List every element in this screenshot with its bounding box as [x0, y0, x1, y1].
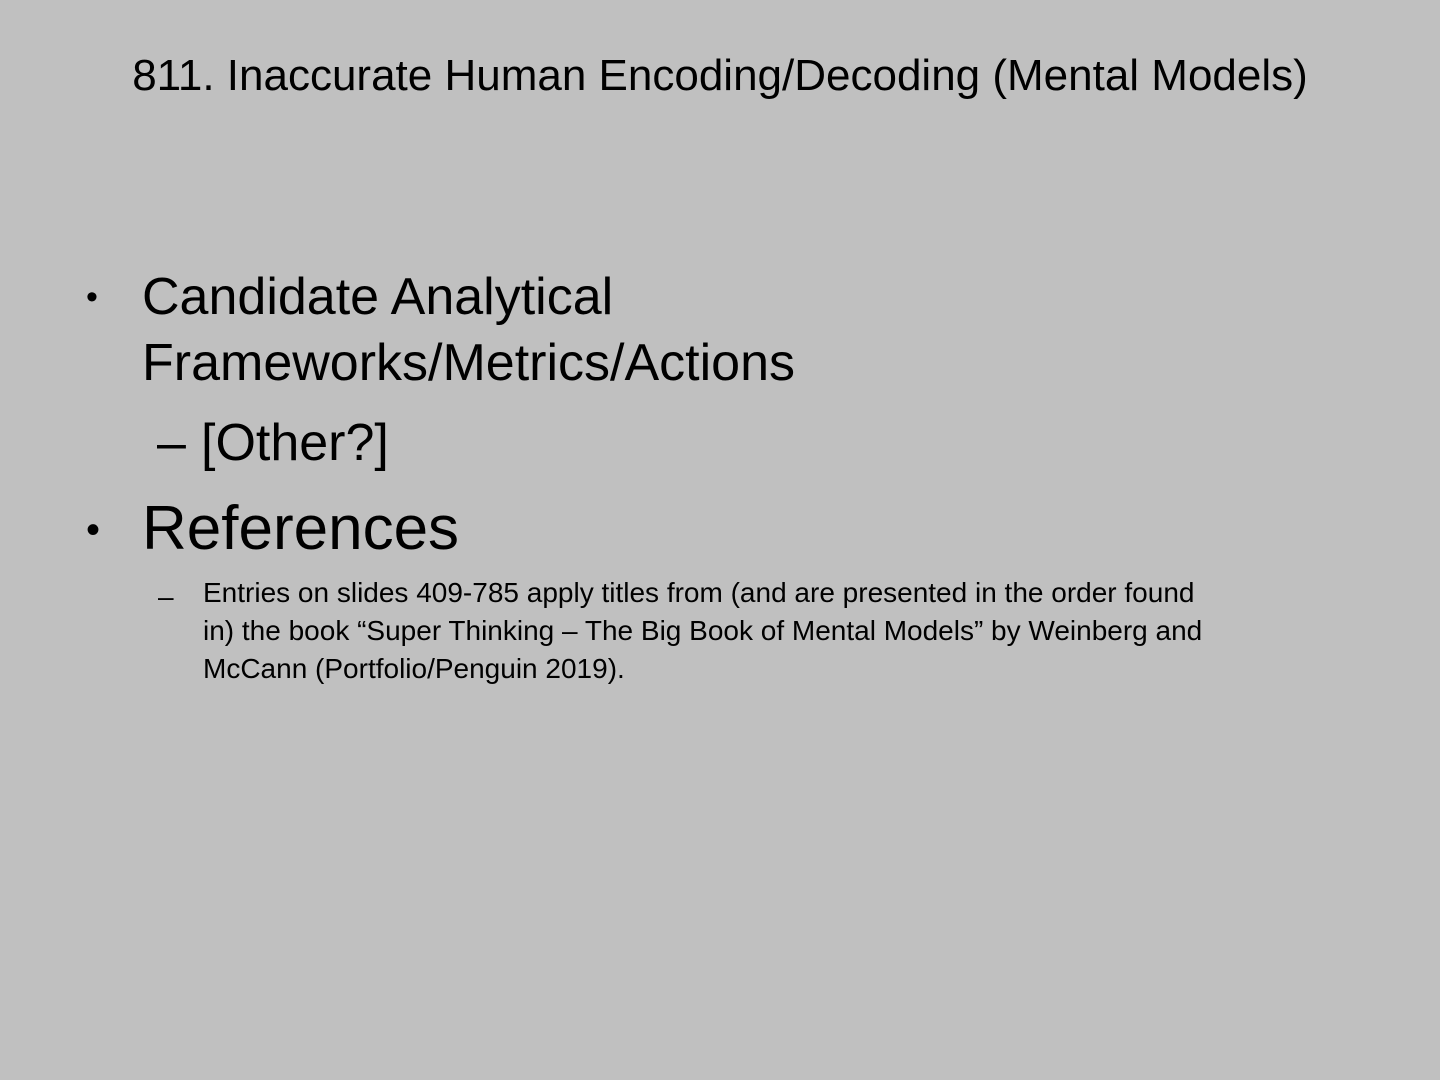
slide-title: 811. Inaccurate Human Encoding/Decoding … [132, 51, 1308, 100]
bullet-icon: • [86, 508, 101, 552]
dash-icon: – [157, 414, 186, 472]
sub-item-other: – [Other?] [157, 412, 389, 474]
sub-item-text: [Other?] [201, 414, 389, 472]
reference-note-line: in) the book “Super Thinking – The Big B… [203, 615, 1203, 646]
reference-note-line: McCann (Portfolio/Penguin 2019). [203, 653, 625, 684]
bullet-icon: • [86, 278, 98, 316]
bullet-item-references: References [142, 494, 460, 563]
reference-note: Entries on slides 409-785 apply titles f… [203, 574, 1373, 688]
dash-icon: – [158, 581, 174, 612]
bullet-item-candidate-frameworks: Candidate Analytical Frameworks/Metrics/… [142, 264, 1342, 396]
bullet-item-line: Frameworks/Metrics/Actions [142, 334, 795, 392]
reference-note-line: Entries on slides 409-785 apply titles f… [203, 577, 1195, 608]
bullet-item-line: Candidate Analytical [142, 268, 614, 326]
